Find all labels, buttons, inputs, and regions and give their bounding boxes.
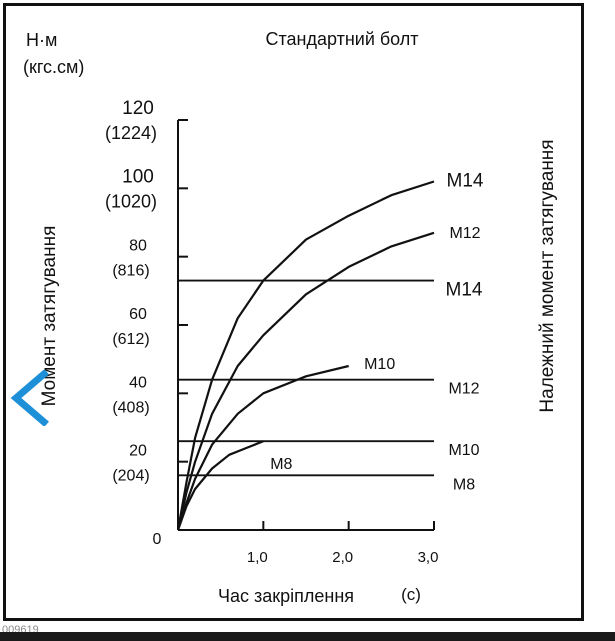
y-tick-label-alt: (612)	[112, 331, 149, 348]
reference-line-label: M8	[453, 476, 475, 493]
y-tick-label: 120	[122, 98, 154, 119]
unit-label-alt: (кгс.см)	[23, 57, 84, 77]
y-tick-label-alt: (204)	[112, 468, 149, 485]
chevron-left-icon	[10, 369, 49, 427]
axes: 0 20 (204) 40 (408) 60 (612) 80 (816) 100 (1020) 12…	[105, 98, 438, 566]
series-label: M10	[364, 356, 395, 373]
chart: Н·м (кгс.см) Стандартний болт Момент зат…	[23, 29, 558, 606]
y-tick-label: 20	[129, 443, 147, 460]
y-tick-label-alt: (1020)	[105, 191, 157, 211]
previous-arrow-button[interactable]	[8, 369, 52, 427]
y-tick-label: 0	[153, 531, 162, 548]
reference-lines: M14 M12 M10 M8	[178, 280, 483, 493]
y-tick-label: 100	[122, 166, 154, 187]
x-tick-label: 1,0	[247, 549, 268, 566]
x-axis-label: Час закріплення	[218, 586, 354, 606]
unit-label: Н·м	[26, 30, 57, 50]
y-axis-label: Момент затягування	[39, 226, 60, 407]
x-tick-label: 3,0	[418, 549, 439, 566]
chart-title: Стандартний болт	[265, 29, 418, 49]
series-label: M8	[270, 456, 292, 473]
reference-line-label: M12	[448, 381, 479, 398]
y-tick-label-alt: (1224)	[105, 123, 157, 143]
series-line	[176, 180, 435, 531]
y-tick-label-alt: (816)	[112, 263, 149, 280]
series-line	[176, 440, 264, 531]
bottom-bar	[0, 632, 615, 641]
x-axis-unit: (с)	[401, 585, 421, 604]
y-tick-label: 80	[129, 238, 147, 255]
y-tick-label: 40	[129, 374, 147, 391]
reference-line-label: M14	[446, 280, 483, 301]
series-line	[176, 231, 435, 531]
series-label: M14	[447, 171, 484, 192]
chart-frame: Н·м (кгс.см) Стандартний болт Момент зат…	[3, 3, 584, 621]
y-tick-label: 60	[129, 306, 147, 323]
series-line	[176, 364, 349, 531]
y-tick-label-alt: (408)	[112, 399, 149, 416]
y-axis-label-right: Належний момент затягування	[537, 139, 558, 412]
reference-line-label: M10	[448, 442, 479, 459]
curves: M14 M12 M10 M8	[176, 171, 484, 531]
x-tick-label: 2,0	[332, 549, 353, 566]
series-label: M12	[449, 225, 480, 242]
